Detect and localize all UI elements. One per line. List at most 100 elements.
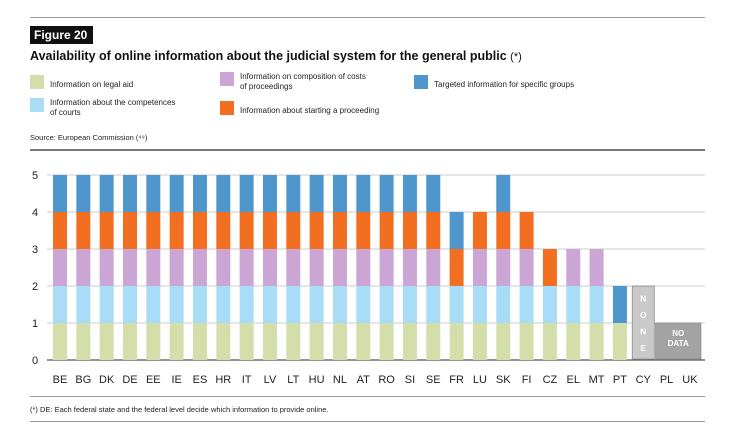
bar-sk-legal_aid [496, 323, 511, 360]
bar-bg-legal_aid [76, 323, 91, 360]
x-tick-label: CY [636, 374, 652, 386]
y-tick-label: 0 [32, 355, 38, 367]
x-tick-label: BE [53, 374, 68, 386]
bar-it-legal_aid [239, 323, 254, 360]
bar-hr-legal_aid [216, 323, 231, 360]
bar-es-composition [192, 249, 207, 286]
x-tick-label: DE [122, 374, 137, 386]
source-note: Source: European Commission (⁴⁹) [30, 133, 148, 142]
legend-label-starting: Information about starting a proceeding [240, 106, 380, 115]
bar-nl-targeted [332, 175, 347, 212]
bar-nl-legal_aid [332, 323, 347, 360]
x-tick-label: UK [682, 374, 698, 386]
bar-ie-targeted [169, 175, 184, 212]
bar-lt-targeted [286, 175, 301, 212]
bar-be-targeted [53, 175, 67, 212]
bar-fr-targeted [449, 212, 464, 249]
bar-at-starting [356, 212, 371, 249]
legend-item-starting: Information about starting a proceeding [220, 101, 379, 116]
bar-at-targeted [356, 175, 371, 212]
annotation-text: DATA [668, 339, 689, 348]
bar-ro-composition [379, 249, 394, 286]
bar-sk-starting [496, 212, 511, 249]
legend-swatch-legal-aid [30, 75, 44, 89]
x-tick-label: ES [193, 374, 208, 386]
bar-fi-starting [519, 212, 534, 249]
y-tick-label: 1 [32, 318, 38, 330]
bar-at-legal_aid [356, 323, 371, 360]
bar-ee-competences [146, 286, 161, 323]
legend-swatch-competences [30, 98, 44, 112]
bar-se-legal_aid [426, 323, 441, 360]
bar-lu-legal_aid [472, 323, 487, 360]
bar-cz-starting [542, 249, 557, 286]
bar-cz-competences [542, 286, 557, 323]
bar-bg-targeted [76, 175, 91, 212]
chart-title: Availability of online information about… [30, 49, 522, 63]
title-note: (*) [510, 51, 522, 63]
bar-ie-competences [169, 286, 184, 323]
x-tick-label: PL [660, 374, 673, 386]
bar-cz-legal_aid [542, 323, 557, 360]
top-rule [30, 17, 705, 18]
bar-el-legal_aid [566, 323, 581, 360]
x-tick-label: SK [496, 374, 511, 386]
annotation-letter: O [640, 310, 647, 320]
bar-el-competences [566, 286, 581, 323]
bar-nl-starting [332, 212, 347, 249]
bar-lv-starting [262, 212, 277, 249]
bottom-rule [30, 421, 705, 422]
x-tick-label: LU [473, 374, 487, 386]
bar-lu-starting [472, 212, 487, 249]
bar-it-composition [239, 249, 254, 286]
x-tick-label: MT [589, 374, 605, 386]
bar-hr-competences [216, 286, 231, 323]
bar-si-competences [402, 286, 417, 323]
annotation-box-no-data [655, 322, 702, 360]
chart-top-rule [30, 149, 705, 151]
bar-hu-composition [309, 249, 324, 286]
bar-sk-targeted [496, 175, 511, 212]
bar-be-competences [53, 286, 67, 323]
x-tick-label: LV [264, 374, 277, 386]
bar-it-competences [239, 286, 254, 323]
legend-swatch-starting [220, 101, 234, 115]
legend-label-composition: Information on composition of costs of p… [240, 72, 366, 91]
bar-lv-competences [262, 286, 277, 323]
bar-bg-composition [76, 249, 91, 286]
bar-dk-competences [99, 286, 114, 323]
bar-ee-targeted [146, 175, 161, 212]
bar-fr-legal_aid [449, 323, 464, 360]
bar-de-legal_aid [122, 323, 137, 360]
annotation-letter: N [640, 294, 646, 304]
bar-si-composition [402, 249, 417, 286]
x-tick-label: IT [242, 374, 252, 386]
legend-label-competences: Information about the competences of cou… [50, 98, 176, 117]
chart-bottom-rule [30, 396, 705, 397]
annotation-letter: E [640, 343, 646, 353]
bar-at-composition [356, 249, 371, 286]
bar-sk-composition [496, 249, 511, 286]
x-tick-label: HU [309, 374, 325, 386]
bar-at-competences [356, 286, 371, 323]
bar-es-starting [192, 212, 207, 249]
bar-se-targeted [426, 175, 441, 212]
bar-es-competences [192, 286, 207, 323]
bar-ro-competences [379, 286, 394, 323]
legend-item-competences: Information about the competences of cou… [30, 98, 175, 118]
bar-fi-legal_aid [519, 323, 534, 360]
bar-lt-composition [286, 249, 301, 286]
x-tick-label: LT [287, 374, 299, 386]
bar-ro-starting [379, 212, 394, 249]
bar-ie-legal_aid [169, 323, 184, 360]
bar-hu-legal_aid [309, 323, 324, 360]
bar-dk-legal_aid [99, 323, 114, 360]
annotation-text: NO [672, 329, 684, 338]
bar-dk-starting [99, 212, 114, 249]
bar-be-composition [53, 249, 67, 286]
bar-hr-composition [216, 249, 231, 286]
bar-dk-composition [99, 249, 114, 286]
y-tick-label: 2 [32, 281, 38, 293]
bar-lv-targeted [262, 175, 277, 212]
